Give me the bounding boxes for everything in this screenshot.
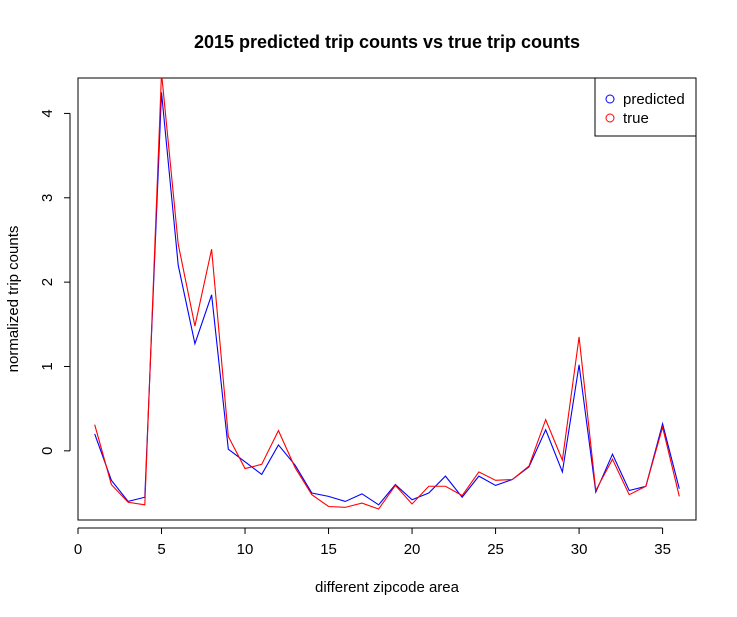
series-lines — [94, 78, 680, 510]
x-tick-label: 25 — [487, 541, 504, 558]
legend: predicted true — [594, 77, 697, 137]
x-tick-label: 20 — [404, 541, 421, 558]
legend-marker-predicted — [605, 94, 615, 104]
x-tick-label: 10 — [237, 541, 254, 558]
plot-frame — [77, 77, 697, 521]
x-tick-label: 30 — [571, 541, 588, 558]
y-tick-label: 3 — [39, 194, 56, 202]
y-tick-label: 4 — [39, 109, 56, 117]
x-tick-label: 0 — [74, 541, 82, 558]
x-tick-label: 5 — [157, 541, 165, 558]
legend-label-predicted: predicted — [623, 91, 685, 108]
x-axis-label: different zipcode area — [315, 579, 460, 596]
legend-box — [594, 77, 697, 137]
series-line-predicted — [94, 92, 680, 506]
x-axis: 0 5 10 15 20 25 30 35 — [74, 527, 671, 558]
series-line-true — [94, 78, 680, 510]
legend-marker-true — [605, 113, 615, 123]
y-axis: 0 1 2 3 4 — [39, 109, 71, 455]
chart-title: 2015 predicted trip counts vs true trip … — [194, 32, 580, 52]
y-tick-label: 1 — [39, 362, 56, 370]
x-tick-label: 35 — [654, 541, 671, 558]
x-tick-label: 15 — [320, 541, 337, 558]
y-tick-label: 0 — [39, 447, 56, 455]
y-axis-label: normalized trip counts — [5, 226, 22, 373]
y-tick-label: 2 — [39, 278, 56, 286]
legend-label-true: true — [623, 110, 649, 127]
